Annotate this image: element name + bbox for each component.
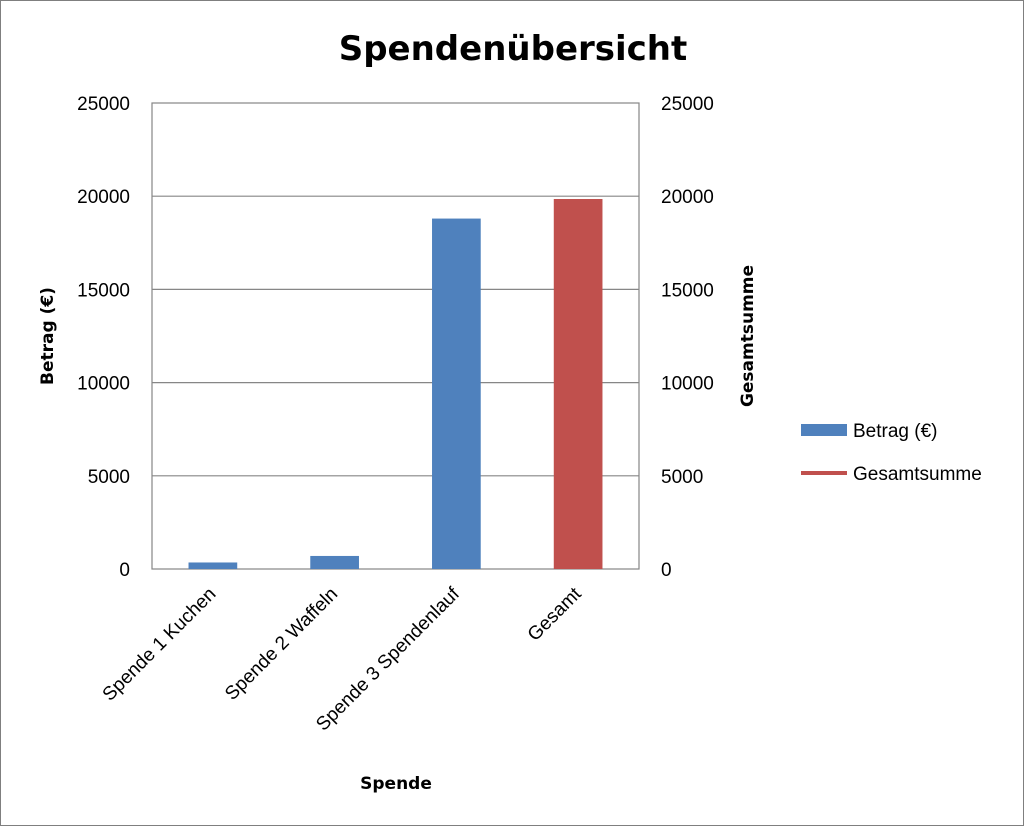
x-tick-label: Spende 2 Waffeln <box>221 584 342 705</box>
bars <box>188 198 603 569</box>
legend-swatch-1 <box>801 424 847 436</box>
legend-label-2: Gesamtsumme <box>853 464 982 485</box>
right-y-axis-ticks: 0 5000 10000 15000 20000 25000 <box>661 94 714 581</box>
bar-4 <box>553 198 603 569</box>
x-tick-label: Spende 1 Kuchen <box>99 584 221 706</box>
bar-2 <box>310 555 359 569</box>
y-tick-label: 20000 <box>77 187 130 208</box>
y2-tick-label: 10000 <box>661 374 714 395</box>
legend: Betrag (€) Gesamtsumme <box>801 421 982 485</box>
y-tick-label: 5000 <box>88 467 130 488</box>
y2-tick-label: 0 <box>661 560 672 581</box>
x-tick-label: Spende 3 Spendenlauf <box>312 583 464 735</box>
y-tick-label: 10000 <box>77 374 130 395</box>
y2-tick-label: 20000 <box>661 187 714 208</box>
legend-label-1: Betrag (€) <box>853 421 937 442</box>
y-tick-label: 0 <box>119 560 130 581</box>
bar-1 <box>188 562 238 569</box>
y2-tick-label: 5000 <box>661 467 703 488</box>
y-axis-title: Betrag (€) <box>38 287 58 385</box>
y2-tick-label: 15000 <box>661 280 714 301</box>
plot-area-border <box>151 102 640 570</box>
y2-axis-title: Gesamtsumme <box>738 265 758 407</box>
y2-tick-label: 25000 <box>661 94 714 115</box>
y-tick-label: 15000 <box>77 280 130 301</box>
chart-title: Spendenübersicht <box>339 29 688 69</box>
x-axis-title: Spende <box>360 774 432 794</box>
y-tick-label: 25000 <box>77 94 130 115</box>
bar-3 <box>432 218 481 569</box>
left-y-axis-ticks: 0 5000 10000 15000 20000 25000 <box>77 94 130 581</box>
x-tick-label: Gesamt <box>524 583 586 645</box>
